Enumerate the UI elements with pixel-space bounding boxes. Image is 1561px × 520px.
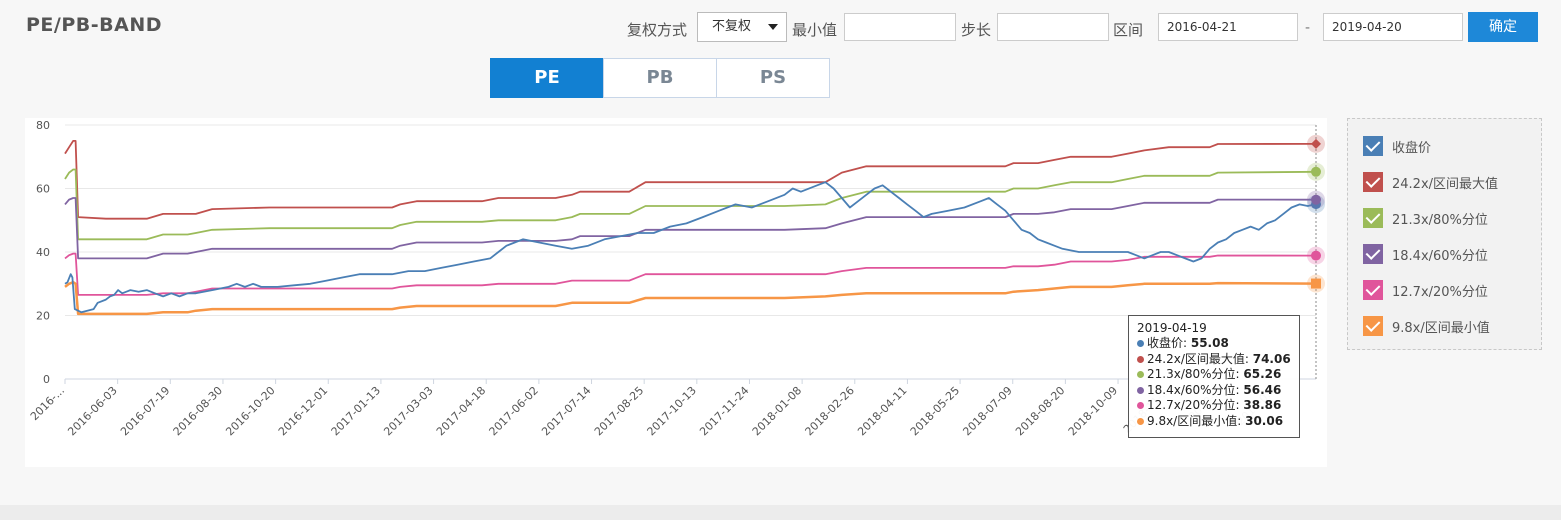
- page-footer-bar: [0, 505, 1561, 520]
- range-label: 区间: [1113, 21, 1144, 39]
- legend-item-max[interactable]: 24.2x/区间最大值: [1363, 171, 1498, 193]
- legend-item-p60[interactable]: 18.4x/60%分位: [1363, 243, 1488, 265]
- x-tick-label: 2018-10-09: [1066, 384, 1120, 438]
- x-tick-label: 2016-...: [28, 384, 67, 423]
- x-tick-label: 2016-07-19: [118, 384, 172, 438]
- chart-legend: 收盘价 24.2x/区间最大值 21.3x/80%分位 18.4x/60%分位 …: [1347, 118, 1542, 350]
- x-tick-label: 2018-02-26: [803, 384, 857, 438]
- tab-ps[interactable]: PS: [716, 58, 830, 98]
- y-tick-label: 0: [43, 373, 50, 386]
- confirm-button[interactable]: 确定: [1468, 12, 1538, 42]
- checkbox-icon: [1363, 280, 1383, 300]
- range-separator: -: [1305, 20, 1311, 36]
- y-tick-label: 20: [36, 310, 50, 323]
- x-tick-label: 2018-08-20: [1013, 384, 1067, 438]
- y-tick-label: 40: [36, 246, 50, 259]
- x-tick-label: 2018-04-11: [855, 384, 909, 438]
- start-date-input[interactable]: 2016-04-21: [1158, 13, 1298, 41]
- x-tick-label: 2016-12-01: [276, 384, 330, 438]
- series-line: [64, 280, 1317, 316]
- chart-panel: 0 20 40 60 80 2016-... 2016-06-03 2016-07-19 20…: [25, 118, 1327, 467]
- x-tick-label: 2018-07-09: [960, 384, 1014, 438]
- x-tick-label: 2016-06-03: [65, 384, 119, 438]
- x-tick-label: 2017-03-03: [381, 384, 435, 438]
- adjust-mode-value: 不复权: [712, 19, 752, 34]
- series-end-marker: [1311, 278, 1321, 289]
- checkbox-icon: [1363, 136, 1383, 156]
- series-dot-icon: [1137, 340, 1144, 347]
- series-end-marker: [1311, 138, 1321, 149]
- tooltip-row: 24.2x/区间最大值: 74.06: [1137, 352, 1291, 368]
- checkbox-icon: [1363, 208, 1383, 228]
- tooltip-row: 9.8x/区间最小值: 30.06: [1137, 414, 1291, 430]
- x-tick-label: 2017-10-13: [645, 384, 699, 438]
- tab-pe[interactable]: PE: [490, 58, 604, 98]
- x-tick-label: 2017-04-18: [434, 384, 488, 438]
- tab-pb[interactable]: PB: [603, 58, 717, 98]
- legend-item-p80[interactable]: 21.3x/80%分位: [1363, 207, 1488, 229]
- series-line: [64, 181, 1317, 314]
- checkbox-icon: [1363, 316, 1383, 336]
- tooltip-row: 18.4x/60%分位: 56.46: [1137, 383, 1291, 399]
- tooltip-date: 2019-04-19: [1137, 321, 1207, 335]
- page-title: PE/PB-BAND: [26, 14, 162, 36]
- legend-item-close-price[interactable]: 收盘价: [1363, 135, 1431, 157]
- series-end-marker: [1311, 166, 1321, 177]
- x-tick-label: 2017-07-14: [539, 384, 593, 438]
- tooltip-row: 收盘价: 55.08: [1137, 336, 1291, 352]
- series-dot-icon: [1137, 355, 1144, 363]
- min-value-input[interactable]: [844, 13, 956, 41]
- x-tick-label: 2018-05-25: [908, 384, 962, 438]
- x-tick-label: 2017-11-24: [697, 384, 751, 438]
- x-tick-label: 2018-01-08: [750, 384, 804, 438]
- series-line: [64, 168, 1317, 241]
- series-end-marker: [1311, 194, 1321, 205]
- min-value-label: 最小值: [792, 21, 838, 39]
- adjust-mode-label: 复权方式: [627, 21, 688, 39]
- step-label: 步长: [961, 21, 992, 39]
- step-input[interactable]: [997, 13, 1109, 41]
- y-tick-label: 60: [36, 183, 50, 196]
- x-tick-label: 2016-10-20: [223, 384, 277, 438]
- tooltip-row: 12.7x/20%分位: 38.86: [1137, 398, 1291, 414]
- series-dot-icon: [1137, 386, 1144, 394]
- series-line: [64, 252, 1317, 296]
- x-tick-label: 2016-08-30: [171, 384, 225, 438]
- adjust-mode-select[interactable]: 不复权: [697, 12, 787, 42]
- x-tick-label: 2017-06-02: [487, 384, 541, 438]
- series-dot-icon: [1137, 417, 1144, 425]
- series-line: [64, 140, 1317, 220]
- y-tick-label: 80: [36, 119, 50, 132]
- checkbox-icon: [1363, 172, 1383, 192]
- tooltip-row: 21.3x/80%分位: 65.26: [1137, 367, 1291, 383]
- x-tick-label: 2017-08-25: [592, 384, 646, 438]
- metric-tabs: PE PB PS: [490, 58, 830, 98]
- checkbox-icon: [1363, 244, 1383, 264]
- legend-item-p20[interactable]: 12.7x/20%分位: [1363, 279, 1488, 301]
- chevron-down-icon: [768, 24, 778, 30]
- series-dot-icon: [1137, 371, 1144, 378]
- chart-tooltip: 2019-04-19 收盘价: 55.08 24.2x/区间最大值: 74.06…: [1128, 315, 1300, 438]
- end-date-input[interactable]: 2019-04-20: [1323, 13, 1463, 41]
- legend-item-min[interactable]: 9.8x/区间最小值: [1363, 315, 1490, 337]
- series-dot-icon: [1137, 402, 1144, 409]
- x-tick-label: 2017-01-13: [329, 384, 383, 438]
- series-end-marker: [1311, 250, 1321, 261]
